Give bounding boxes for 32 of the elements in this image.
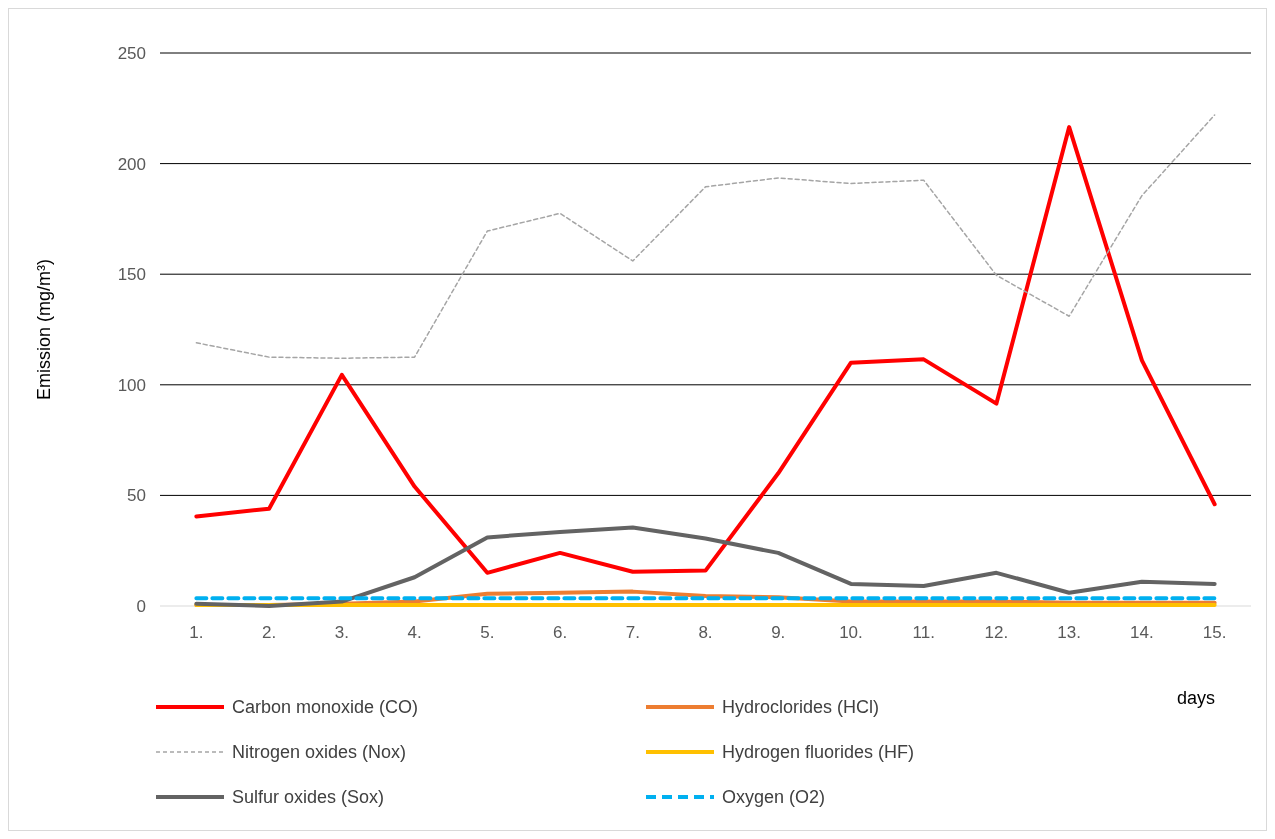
x-tick-label: 12.	[984, 623, 1009, 642]
y-tick-label: 100	[117, 375, 146, 395]
legend-label: Hydroclorides (HCl)	[722, 697, 880, 717]
x-tick-label: 2.	[262, 623, 277, 642]
x-tick-label: 6.	[552, 623, 568, 642]
x-tick-label: 14.	[1130, 623, 1154, 642]
x-tick-label: 9.	[771, 623, 786, 642]
x-tick-label: 5.	[480, 623, 495, 642]
y-tick-label: 200	[117, 154, 146, 174]
x-tick-label: 1.	[189, 623, 204, 642]
y-tick-label: 50	[127, 486, 146, 506]
y-tick-label: 0	[136, 597, 146, 616]
x-tick-label: 11.	[912, 623, 935, 642]
legend-label: Oxygen (O2)	[722, 787, 826, 807]
legend-label: Sulfur oxides (Sox)	[232, 787, 385, 807]
y-axis-title: Emission (mg/m³)	[34, 258, 54, 401]
legend-label: Carbon monoxide (CO)	[232, 697, 419, 717]
x-tick-label: 4.	[407, 623, 422, 642]
line-series	[194, 125, 1217, 575]
legend-label: Nitrogen oxides (Nox)	[232, 742, 407, 762]
x-tick-label: 7.	[625, 623, 640, 642]
x-axis-title: days	[1176, 688, 1216, 708]
x-tick-label: 10.	[839, 623, 863, 642]
y-tick-label: 250	[117, 44, 146, 63]
x-tick-label: 13.	[1057, 623, 1081, 642]
x-tick-label: 3.	[334, 623, 349, 642]
line-series	[194, 525, 1217, 608]
legend-label: Hydrogen fluorides (HF)	[722, 742, 915, 762]
x-tick-label: 8.	[698, 623, 713, 642]
x-tick-label: 15.	[1202, 623, 1227, 642]
y-tick-label: 150	[117, 265, 146, 285]
line-series	[195, 114, 1216, 360]
